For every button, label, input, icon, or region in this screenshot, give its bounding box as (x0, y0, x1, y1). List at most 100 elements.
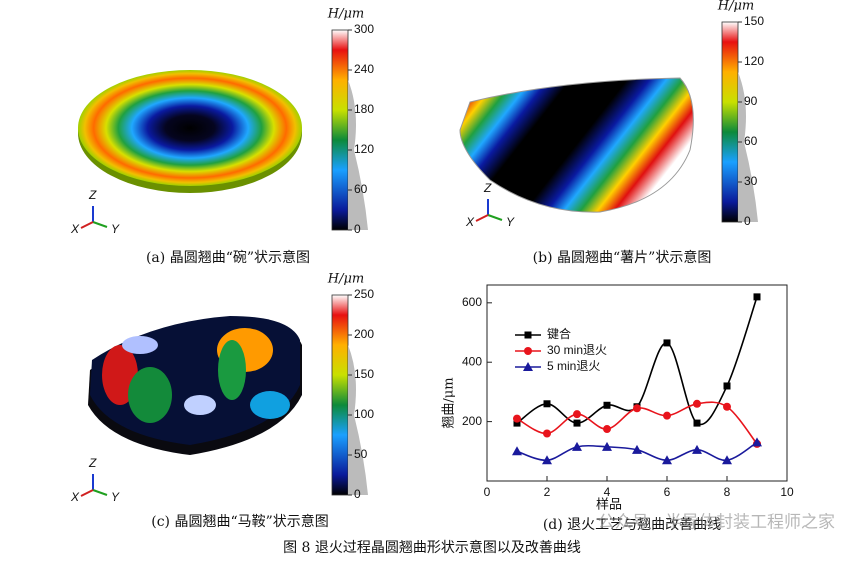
axis-label: X (70, 222, 80, 236)
axis-label: Z (483, 181, 492, 195)
marker (543, 400, 551, 408)
colorbar-tick-label: 240 (354, 62, 374, 76)
marker (722, 455, 732, 465)
colorbar-tick-label: 200 (354, 327, 374, 341)
axis-label: Y (111, 490, 120, 504)
legend-label: 5 min退火 (547, 359, 600, 373)
y-tick-label: 400 (462, 354, 482, 368)
y-tick-label: 600 (462, 295, 482, 309)
marker (572, 441, 582, 451)
marker (663, 339, 671, 347)
marker (662, 455, 672, 465)
colorbar-tick-label: 250 (354, 287, 374, 301)
marker (752, 437, 762, 447)
panel-caption: (a) 晶圆翘曲“碗”状示意图 (146, 249, 310, 266)
marker (573, 419, 581, 427)
marker (692, 444, 702, 454)
histogram-shade (348, 345, 368, 495)
axis-arrow (92, 221, 108, 228)
legend-marker (524, 347, 532, 355)
series-line (516, 296, 758, 426)
marker (512, 446, 522, 456)
watermark: 公众号 · 半导体封装工程师之家 (598, 513, 835, 533)
marker (693, 419, 701, 427)
panel-caption: (c) 晶圆翘曲“马鞍”状示意图 (151, 513, 329, 530)
chip-render (459, 77, 694, 213)
marker (753, 293, 761, 301)
colorbar-tick-label: 120 (744, 54, 764, 68)
marker (543, 429, 551, 438)
colorbar-tick-label: 60 (744, 134, 758, 148)
axis-label: Z (88, 456, 97, 470)
x-tick-label: 10 (780, 485, 794, 499)
axis-label: Y (111, 222, 120, 236)
axis-arrow (80, 221, 94, 229)
marker (693, 399, 701, 408)
colorbar-tick-label: 0 (744, 214, 751, 228)
panel-caption: (d) 退火工艺与翘曲改善曲线 (543, 517, 721, 533)
legend-label: 30 min退火 (547, 343, 607, 357)
colorbar-tick-label: 300 (354, 22, 374, 36)
marker (723, 382, 731, 390)
y-tick-label: 200 (462, 414, 482, 428)
y-axis-label: 翘曲/μm (442, 377, 457, 428)
axis-arrow (92, 489, 108, 496)
axis-arrow (475, 214, 489, 222)
colorbar (331, 29, 349, 231)
plot-frame (486, 284, 788, 482)
colorbar-unit: H/μm (327, 272, 365, 287)
axis-label: Z (88, 188, 97, 202)
colorbar (331, 294, 349, 496)
x-tick-label: 8 (724, 485, 731, 499)
marker (603, 401, 611, 409)
marker (573, 410, 581, 419)
colorbar-tick-label: 60 (354, 182, 368, 196)
x-tick-label: 0 (484, 485, 491, 499)
figure-caption: 图 8 退火过程晶圆翘曲形状示意图以及改善曲线 (283, 539, 581, 556)
colorbar-tick-label: 150 (744, 14, 764, 28)
histogram-shade (348, 80, 368, 230)
x-tick-label: 2 (544, 485, 551, 499)
legend-marker (523, 362, 533, 371)
x-axis-label: 样品 (596, 498, 622, 513)
colorbar-tick-label: 100 (354, 407, 374, 421)
bowl-render (78, 70, 302, 186)
colorbar-tick-label: 150 (354, 367, 374, 381)
colorbar-tick-label: 0 (354, 222, 361, 236)
colorbar-tick-label: 90 (744, 94, 758, 108)
colorbar-tick-label: 0 (354, 487, 361, 501)
legend-marker (524, 331, 532, 339)
marker (513, 419, 521, 427)
colorbar-tick-label: 180 (354, 102, 374, 116)
histogram-shade (738, 72, 758, 222)
panel-caption: (b) 晶圆翘曲“薯片”状示意图 (533, 249, 712, 266)
colorbar-unit: H/μm (327, 7, 365, 22)
saddle-spot (122, 336, 158, 354)
marker (513, 414, 521, 423)
axis-label: X (70, 490, 80, 504)
axis-arrow (487, 214, 503, 221)
legend-label: 键合 (547, 326, 571, 341)
colorbar-tick-label: 50 (354, 447, 368, 461)
axis-label: X (465, 215, 475, 229)
axis-arrow (80, 489, 94, 497)
marker (603, 425, 611, 434)
marker (542, 455, 552, 465)
saddle-spot (128, 367, 172, 423)
colorbar (721, 21, 739, 223)
colorbar-tick-label: 120 (354, 142, 374, 156)
saddle-spot (250, 391, 290, 419)
colorbar-tick-label: 30 (744, 174, 758, 188)
marker (663, 411, 671, 420)
marker (632, 444, 642, 454)
saddle-spot (218, 340, 246, 400)
marker (633, 404, 641, 413)
axis-label: Y (506, 215, 515, 229)
x-tick-label: 4 (604, 485, 611, 499)
marker (723, 402, 731, 411)
marker (602, 441, 612, 451)
saddle-spot (184, 395, 216, 415)
colorbar-unit: H/μm (717, 0, 755, 14)
x-tick-label: 6 (664, 485, 671, 499)
